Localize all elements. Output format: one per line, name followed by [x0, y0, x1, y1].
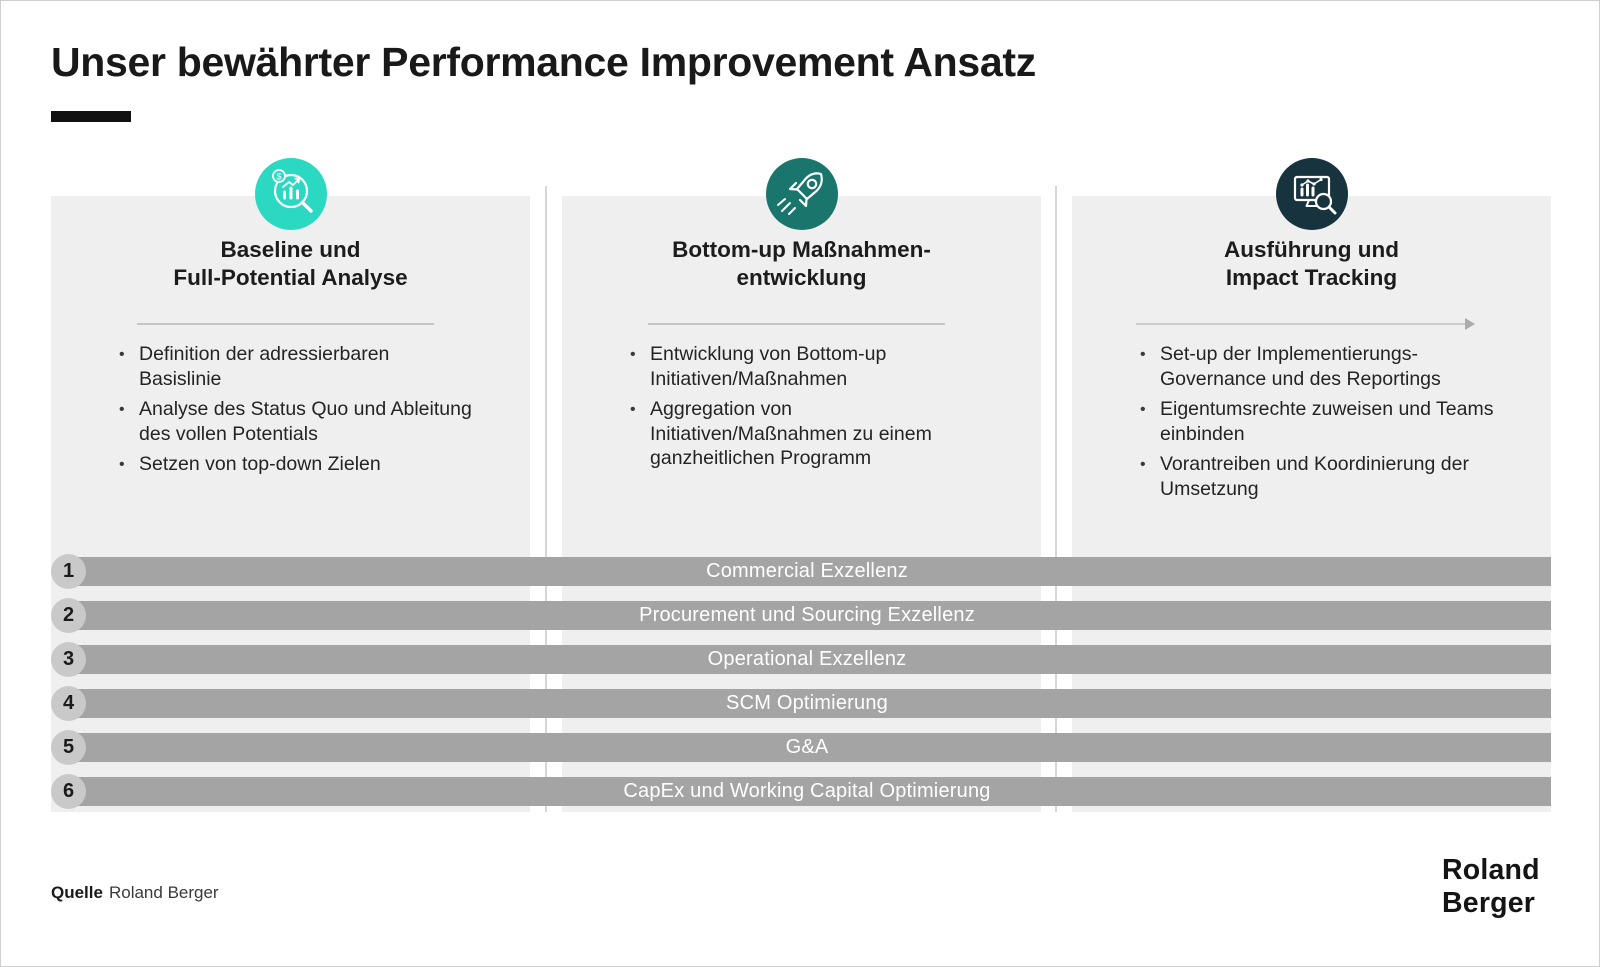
- workstream-bar: Procurement und Sourcing Exzellenz: [63, 601, 1551, 630]
- title-underline-dash: [51, 111, 131, 122]
- source-note: Quelle Roland Berger: [51, 883, 219, 903]
- page-title: Unser bewährter Performance Improvement …: [51, 39, 1036, 85]
- workstream-bar: CapEx und Working Capital Optimierung: [63, 777, 1551, 806]
- heading-separator-line: [648, 323, 945, 325]
- workstream-number-badge: 2: [51, 598, 86, 633]
- workstream-number-badge: 1: [51, 554, 86, 589]
- workstream-label: Commercial Exzellenz: [706, 560, 908, 582]
- source-value: Roland Berger: [108, 883, 219, 902]
- column-bullet-list: Definition der adressierbaren Basislinie…: [115, 342, 474, 483]
- bullet-item: Entwicklung von Bottom-up Initiativen/Ma…: [626, 342, 985, 391]
- heading-arrow-line: [1136, 319, 1475, 329]
- column-card-bottom-up: Bottom-up Maßnahmen- entwicklung Entwick…: [562, 196, 1041, 812]
- workstream-label: CapEx und Working Capital Optimierung: [623, 780, 991, 802]
- bullet-item: Aggregation von Initiativen/Maßnahmen zu…: [626, 397, 985, 471]
- workstream-label: Operational Exzellenz: [707, 648, 907, 670]
- source-label: Quelle: [51, 883, 103, 902]
- workstream-number-badge: 6: [51, 774, 86, 809]
- bullet-item: Setzen von top-down Zielen: [115, 452, 474, 477]
- workstream-number-badge: 5: [51, 730, 86, 765]
- column-bullet-list: Set-up der Implementierungs-Governance u…: [1136, 342, 1495, 507]
- chart-magnifier-icon: $: [255, 158, 327, 230]
- heading-separator-line: [137, 323, 434, 325]
- logo-line-1: Roland: [1442, 854, 1540, 886]
- column-divider: [545, 186, 547, 812]
- workstream-label: Procurement und Sourcing Exzellenz: [639, 604, 975, 626]
- column-card-baseline: Baseline und Full-Potential Analyse Defi…: [51, 196, 530, 812]
- column-bullet-list: Entwicklung von Bottom-up Initiativen/Ma…: [626, 342, 985, 477]
- logo-line-2: Berger: [1442, 886, 1536, 919]
- workstream-bar: G&A: [63, 733, 1551, 762]
- workstream-bar: Operational Exzellenz: [63, 645, 1551, 674]
- bullet-item: Set-up der Implementierungs-Governance u…: [1136, 342, 1495, 391]
- bullet-item: Definition der adressierbaren Basislinie: [115, 342, 474, 391]
- rocket-icon: [766, 158, 838, 230]
- workstream-label: SCM Optimierung: [726, 692, 888, 714]
- bullet-item: Analyse des Status Quo und Ableitung des…: [115, 397, 474, 446]
- svg-text:$: $: [276, 172, 281, 182]
- column-heading: Ausführung und Impact Tracking: [1224, 237, 1399, 290]
- bullet-item: Vorantreiben und Koordinierung der Umset…: [1136, 452, 1495, 501]
- monitor-tracking-icon: [1276, 158, 1348, 230]
- column-heading: Bottom-up Maßnahmen- entwicklung: [672, 237, 931, 290]
- workstream-number-badge: 4: [51, 686, 86, 721]
- workstream-label: G&A: [785, 736, 829, 758]
- workstream-number-badge: 3: [51, 642, 86, 677]
- bullet-item: Eigentumsrechte zuweisen und Teams einbi…: [1136, 397, 1495, 446]
- column-divider: [1055, 186, 1057, 812]
- workstream-bar: SCM Optimierung: [63, 689, 1551, 718]
- roland-berger-logo: Roland Berger: [1442, 854, 1540, 919]
- workstream-bar: Commercial Exzellenz: [63, 557, 1551, 586]
- column-card-execution: Ausführung und Impact Tracking Set-up de…: [1072, 196, 1551, 812]
- column-heading: Baseline und Full-Potential Analyse: [173, 237, 408, 290]
